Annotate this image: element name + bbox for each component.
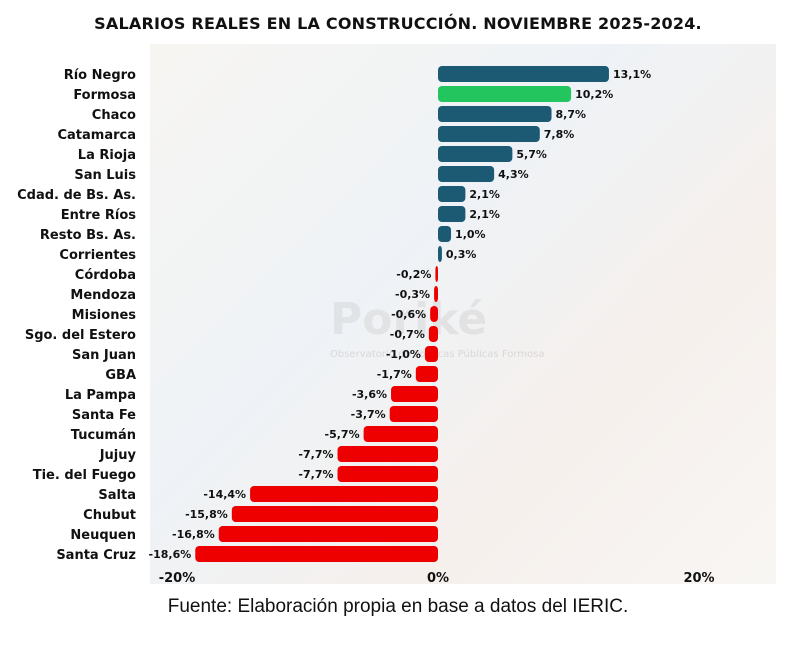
bar bbox=[218, 526, 438, 542]
category-label: Tucumán bbox=[71, 428, 136, 443]
data-label: -0,7% bbox=[390, 328, 425, 341]
category-label: Santa Cruz bbox=[56, 548, 136, 563]
category-label: Tie. del Fuego bbox=[33, 468, 136, 483]
data-label: -1,7% bbox=[377, 368, 412, 381]
data-label: -0,3% bbox=[395, 288, 430, 301]
category-label: Chaco bbox=[92, 108, 136, 123]
data-label: -7,7% bbox=[298, 448, 333, 461]
data-label: 0,3% bbox=[446, 248, 477, 261]
category-label: Córdoba bbox=[75, 268, 136, 283]
bar bbox=[438, 226, 452, 242]
data-label: -15,8% bbox=[185, 508, 228, 521]
data-label: 1,0% bbox=[455, 228, 486, 241]
data-label: 8,7% bbox=[556, 108, 587, 121]
bar bbox=[389, 406, 438, 422]
data-label: 7,8% bbox=[544, 128, 575, 141]
category-label: Chubut bbox=[83, 508, 136, 523]
bar bbox=[250, 486, 438, 502]
bar bbox=[195, 546, 438, 562]
bar bbox=[434, 286, 438, 302]
data-label: 5,7% bbox=[516, 148, 547, 161]
data-label: -0,6% bbox=[391, 308, 426, 321]
category-label: Entre Ríos bbox=[61, 208, 137, 223]
source-note: Fuente: Elaboración propia en base a dat… bbox=[167, 596, 629, 617]
watermark-logo: Poriké bbox=[330, 294, 488, 345]
category-label: Santa Fe bbox=[72, 408, 136, 423]
bar-chart: Río Negro 13,1% Formosa 10,2% Chaco 8,7% Catam… bbox=[17, 66, 715, 586]
bar bbox=[430, 306, 438, 322]
category-label: Neuquen bbox=[70, 528, 136, 543]
data-label: -14,4% bbox=[203, 488, 246, 501]
chart-area: Poriké Observatorio de Políticas Pública… bbox=[0, 44, 796, 594]
data-label: 4,3% bbox=[498, 168, 529, 181]
category-label: Catamarca bbox=[57, 128, 136, 143]
category-label: La Rioja bbox=[78, 148, 136, 163]
bar bbox=[438, 246, 442, 262]
data-label: -0,2% bbox=[396, 268, 431, 281]
bar bbox=[363, 426, 438, 442]
bar bbox=[415, 366, 438, 382]
bar bbox=[438, 186, 466, 202]
data-label: 2,1% bbox=[469, 208, 500, 221]
category-label: Sgo. del Estero bbox=[25, 328, 136, 343]
bar bbox=[438, 206, 466, 222]
category-label: San Luis bbox=[74, 168, 136, 183]
category-label: Resto Bs. As. bbox=[40, 228, 136, 243]
data-label: -16,8% bbox=[172, 528, 215, 541]
category-label: Misiones bbox=[72, 308, 137, 323]
bar bbox=[337, 446, 438, 462]
data-label: 2,1% bbox=[469, 188, 500, 201]
x-tick-label: 20% bbox=[683, 571, 714, 586]
bar bbox=[337, 466, 438, 482]
bar bbox=[435, 266, 438, 282]
category-label: San Juan bbox=[72, 348, 136, 363]
bar bbox=[438, 86, 572, 102]
x-tick-label: 0% bbox=[427, 571, 449, 586]
bar bbox=[438, 146, 513, 162]
category-label: Jujuy bbox=[99, 448, 137, 463]
category-label: GBA bbox=[105, 368, 136, 383]
category-label: Río Negro bbox=[64, 68, 136, 83]
data-label: -1,0% bbox=[386, 348, 421, 361]
data-label: 10,2% bbox=[575, 88, 613, 101]
category-label: Cdad. de Bs. As. bbox=[17, 188, 136, 203]
chart-title: SALARIOS REALES EN LA CONSTRUCCIÓN. NOVI… bbox=[94, 14, 702, 33]
category-label: La Pampa bbox=[65, 388, 136, 403]
data-label: -5,7% bbox=[325, 428, 360, 441]
bar bbox=[438, 106, 552, 122]
category-label: Salta bbox=[98, 488, 136, 503]
bar bbox=[428, 326, 438, 342]
data-label: 13,1% bbox=[613, 68, 651, 81]
bar bbox=[438, 66, 609, 82]
data-label: -7,7% bbox=[298, 468, 333, 481]
category-label: Corrientes bbox=[59, 248, 136, 263]
x-tick-label: -20% bbox=[159, 571, 196, 586]
bar bbox=[391, 386, 438, 402]
data-label: -3,7% bbox=[351, 408, 386, 421]
bar bbox=[438, 126, 540, 142]
bar bbox=[438, 166, 495, 182]
category-label: Formosa bbox=[73, 88, 136, 103]
bar bbox=[231, 506, 438, 522]
data-label: -3,6% bbox=[352, 388, 387, 401]
data-label: -18,6% bbox=[149, 548, 192, 561]
bar bbox=[424, 346, 438, 362]
category-label: Mendoza bbox=[70, 288, 136, 303]
